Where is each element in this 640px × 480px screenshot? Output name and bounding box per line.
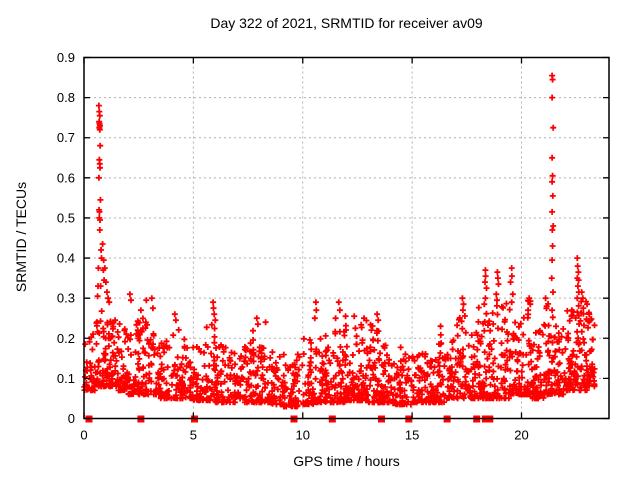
axes-frame — [83, 56, 610, 420]
y-tick-label: 0.9 — [57, 50, 75, 65]
x-tick-label: 15 — [405, 428, 419, 443]
y-tick-label: 0.1 — [57, 371, 75, 386]
grid-lines — [84, 57, 609, 419]
x-tick-label: 0 — [80, 428, 87, 443]
y-tick-label: 0.7 — [57, 130, 75, 145]
y-tick-label: 0.3 — [57, 291, 75, 306]
y-tick-label: 0.4 — [57, 251, 75, 266]
y-tick-label: 0.6 — [57, 170, 75, 185]
x-axis-label: GPS time / hours — [293, 453, 400, 469]
x-tick-label: 5 — [190, 428, 197, 443]
tick-labels: 0 5 10 15 20 0 0.1 0.2 0.3 0.4 0.5 0.6 0.7 0.8 0.9 — [57, 50, 529, 443]
x-tick-label: 20 — [514, 428, 528, 443]
y-tick-label: 0.8 — [57, 90, 75, 105]
scatter-points — [81, 72, 598, 410]
y-tick-label: 0 — [68, 411, 75, 426]
x-tick-label: 10 — [296, 428, 310, 443]
chart-title: Day 322 of 2021, SRMTID for receiver av0… — [210, 15, 483, 31]
y-tick-label: 0.5 — [57, 210, 75, 225]
y-tick-label: 0.2 — [57, 331, 75, 346]
